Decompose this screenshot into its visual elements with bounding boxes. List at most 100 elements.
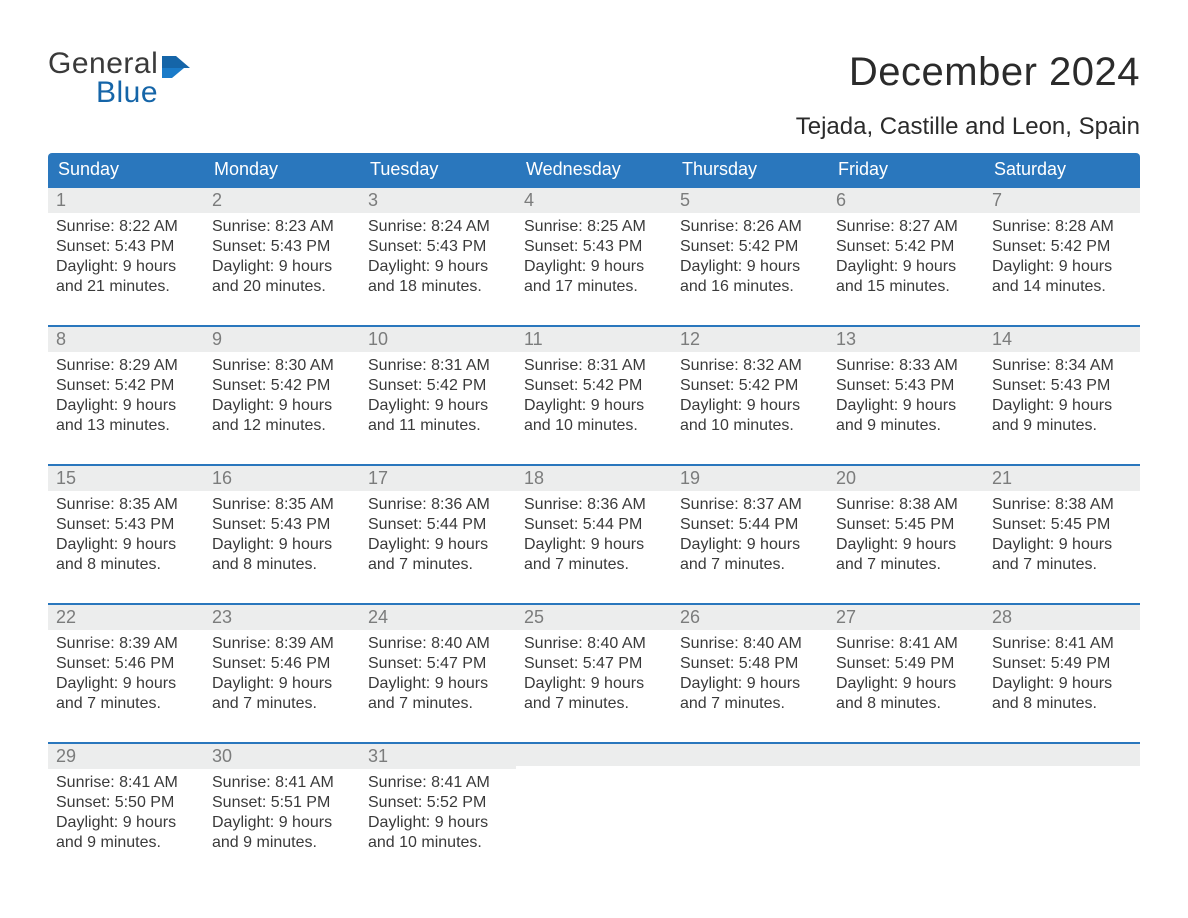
day2-text: and 9 minutes. — [56, 833, 196, 853]
day2-text: and 7 minutes. — [992, 555, 1132, 575]
day-cell: 1Sunrise: 8:22 AMSunset: 5:43 PMDaylight… — [48, 188, 204, 301]
brand-line2: Blue — [96, 79, 158, 108]
day1-text: Daylight: 9 hours — [56, 674, 196, 694]
day-body: Sunrise: 8:31 AMSunset: 5:42 PMDaylight:… — [360, 352, 516, 440]
day-body: Sunrise: 8:35 AMSunset: 5:43 PMDaylight:… — [48, 491, 204, 579]
day-body: Sunrise: 8:36 AMSunset: 5:44 PMDaylight:… — [360, 491, 516, 579]
daynum-row: 14 — [984, 327, 1140, 352]
sunrise-text: Sunrise: 8:36 AM — [368, 495, 508, 515]
day1-text: Daylight: 9 hours — [836, 535, 976, 555]
day-cell: 19Sunrise: 8:37 AMSunset: 5:44 PMDayligh… — [672, 466, 828, 579]
sunrise-text: Sunrise: 8:35 AM — [212, 495, 352, 515]
day2-text: and 7 minutes. — [524, 694, 664, 714]
daynum-row: 30 — [204, 744, 360, 769]
day1-text: Daylight: 9 hours — [368, 813, 508, 833]
sunset-text: Sunset: 5:42 PM — [836, 237, 976, 257]
day-number: 16 — [212, 468, 232, 488]
sunset-text: Sunset: 5:43 PM — [212, 515, 352, 535]
sunrise-text: Sunrise: 8:31 AM — [524, 356, 664, 376]
day2-text: and 10 minutes. — [524, 416, 664, 436]
day-cell: 28Sunrise: 8:41 AMSunset: 5:49 PMDayligh… — [984, 605, 1140, 718]
daynum-row: 6 — [828, 188, 984, 213]
day-header-sat: Saturday — [984, 153, 1140, 186]
day-header-mon: Monday — [204, 153, 360, 186]
day-cell — [516, 744, 672, 857]
sunrise-text: Sunrise: 8:40 AM — [368, 634, 508, 654]
day-body: Sunrise: 8:40 AMSunset: 5:47 PMDaylight:… — [360, 630, 516, 718]
day2-text: and 9 minutes. — [836, 416, 976, 436]
sunset-text: Sunset: 5:44 PM — [368, 515, 508, 535]
day-body: Sunrise: 8:29 AMSunset: 5:42 PMDaylight:… — [48, 352, 204, 440]
day-number: 7 — [992, 190, 1002, 210]
day-number: 26 — [680, 607, 700, 627]
day2-text: and 7 minutes. — [56, 694, 196, 714]
day2-text: and 8 minutes. — [212, 555, 352, 575]
daynum-row: 9 — [204, 327, 360, 352]
week-row: 8 Sunrise: 8:29 AMSunset: 5:42 PMDaylight… — [48, 325, 1140, 440]
day-cell: 18 Sunrise: 8:36 AMSunset: 5:44 PMDayligh… — [516, 466, 672, 579]
day-cell: 2Sunrise: 8:23 AMSunset: 5:43 PMDaylight… — [204, 188, 360, 301]
day-number: 18 — [524, 468, 544, 488]
day-body: Sunrise: 8:38 AMSunset: 5:45 PMDaylight:… — [984, 491, 1140, 579]
day-cell: 9Sunrise: 8:30 AMSunset: 5:42 PMDaylight… — [204, 327, 360, 440]
sunrise-text: Sunrise: 8:37 AM — [680, 495, 820, 515]
daynum-row: 5 — [672, 188, 828, 213]
sunrise-text: Sunrise: 8:41 AM — [992, 634, 1132, 654]
sunrise-text: Sunrise: 8:34 AM — [992, 356, 1132, 376]
day-body: Sunrise: 8:41 AMSunset: 5:52 PMDaylight:… — [360, 769, 516, 857]
daynum-row: 31 — [360, 744, 516, 769]
day-body: Sunrise: 8:38 AMSunset: 5:45 PMDaylight:… — [828, 491, 984, 579]
day-number: 24 — [368, 607, 388, 627]
day-number: 19 — [680, 468, 700, 488]
day1-text: Daylight: 9 hours — [992, 535, 1132, 555]
day-body: Sunrise: 8:39 AMSunset: 5:46 PMDaylight:… — [204, 630, 360, 718]
day-number: 8 — [56, 329, 66, 349]
day-cell: 29Sunrise: 8:41 AMSunset: 5:50 PMDayligh… — [48, 744, 204, 857]
day-number: 14 — [992, 329, 1012, 349]
day-cell: 13Sunrise: 8:33 AMSunset: 5:43 PMDayligh… — [828, 327, 984, 440]
day-body: Sunrise: 8:33 AMSunset: 5:43 PMDaylight:… — [828, 352, 984, 440]
day1-text: Daylight: 9 hours — [524, 535, 664, 555]
sunrise-text: Sunrise: 8:23 AM — [212, 217, 352, 237]
daynum-row: 26 — [672, 605, 828, 630]
day1-text: Daylight: 9 hours — [680, 674, 820, 694]
day-cell: 26 Sunrise: 8:40 AMSunset: 5:48 PMDayligh… — [672, 605, 828, 718]
daynum-row: 10 — [360, 327, 516, 352]
daynum-row: 29 — [48, 744, 204, 769]
day-number: 21 — [992, 468, 1012, 488]
day-header-tue: Tuesday — [360, 153, 516, 186]
daynum-row: 15 — [48, 466, 204, 491]
day-cell: 20Sunrise: 8:38 AMSunset: 5:45 PMDayligh… — [828, 466, 984, 579]
sunset-text: Sunset: 5:43 PM — [56, 515, 196, 535]
sunset-text: Sunset: 5:44 PM — [680, 515, 820, 535]
day2-text: and 7 minutes. — [524, 555, 664, 575]
day-number: 27 — [836, 607, 856, 627]
sunset-text: Sunset: 5:42 PM — [680, 237, 820, 257]
day-cell: 27 Sunrise: 8:41 AMSunset: 5:49 PMDayligh… — [828, 605, 984, 718]
day1-text: Daylight: 9 hours — [56, 813, 196, 833]
day-body: Sunrise: 8:30 AMSunset: 5:42 PMDaylight:… — [204, 352, 360, 440]
sunset-text: Sunset: 5:42 PM — [992, 237, 1132, 257]
sunrise-text: Sunrise: 8:31 AM — [368, 356, 508, 376]
brand-line1: General — [48, 50, 158, 79]
day-number: 10 — [368, 329, 388, 349]
day-cell: 23Sunrise: 8:39 AMSunset: 5:46 PMDayligh… — [204, 605, 360, 718]
daynum-row: 8 — [48, 327, 204, 352]
day-body: Sunrise: 8:36 AMSunset: 5:44 PMDaylight:… — [516, 491, 672, 579]
sunrise-text: Sunrise: 8:24 AM — [368, 217, 508, 237]
day2-text: and 7 minutes. — [212, 694, 352, 714]
sunrise-text: Sunrise: 8:38 AM — [992, 495, 1132, 515]
day-body: Sunrise: 8:41 AMSunset: 5:49 PMDaylight:… — [828, 630, 984, 718]
daynum-row-empty — [672, 744, 828, 766]
day-body: Sunrise: 8:40 AMSunset: 5:48 PMDaylight:… — [672, 630, 828, 718]
day-number: 30 — [212, 746, 232, 766]
day2-text: and 12 minutes. — [212, 416, 352, 436]
day1-text: Daylight: 9 hours — [56, 535, 196, 555]
sunset-text: Sunset: 5:47 PM — [368, 654, 508, 674]
sunset-text: Sunset: 5:46 PM — [212, 654, 352, 674]
day-cell: 5Sunrise: 8:26 AMSunset: 5:42 PMDaylight… — [672, 188, 828, 301]
sunset-text: Sunset: 5:44 PM — [524, 515, 664, 535]
sunrise-text: Sunrise: 8:41 AM — [836, 634, 976, 654]
daynum-row: 3 — [360, 188, 516, 213]
day2-text: and 7 minutes. — [836, 555, 976, 575]
